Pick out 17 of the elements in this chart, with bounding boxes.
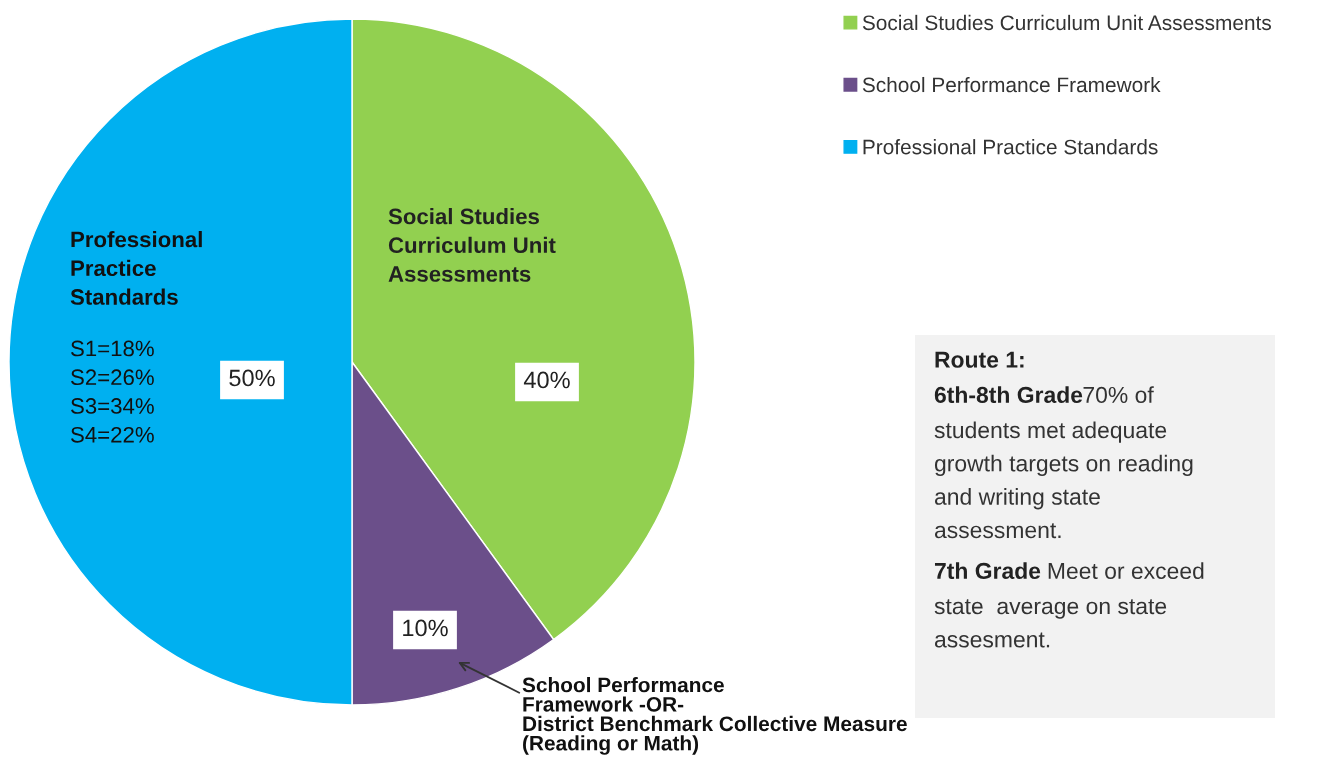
text: 6th-8th Grade [934,386,1083,404]
text: students met adequate growth targets on reading and writing state assessment. [934,421,1193,539]
text: state average on state assesment. [934,599,1167,648]
text: S1=18% S2=26% S3=34% S4=22% [71,340,154,443]
text: 7th Grade [934,562,1041,580]
text: Meet or exceed [1048,562,1204,580]
legend-label: Professional Practice Standards [863,139,1158,155]
data-label: 40% [523,371,570,389]
text: Professional Practice Standards [70,231,202,305]
text: Social Studies Curriculum Unit Assessments [388,208,556,282]
legend-label: Social Studies Curriculum Unit Assessments [862,14,1271,31]
legend-label: School Performance Framework [862,76,1161,93]
data-label: 50% [229,369,275,387]
text: 70% of [1083,386,1154,404]
data-label: 10% [403,619,448,637]
text: Route 1: [935,351,1024,368]
text: School Performance Framework -OR- District Benchmark Collective Measure (Reading or Math) [522,677,907,755]
